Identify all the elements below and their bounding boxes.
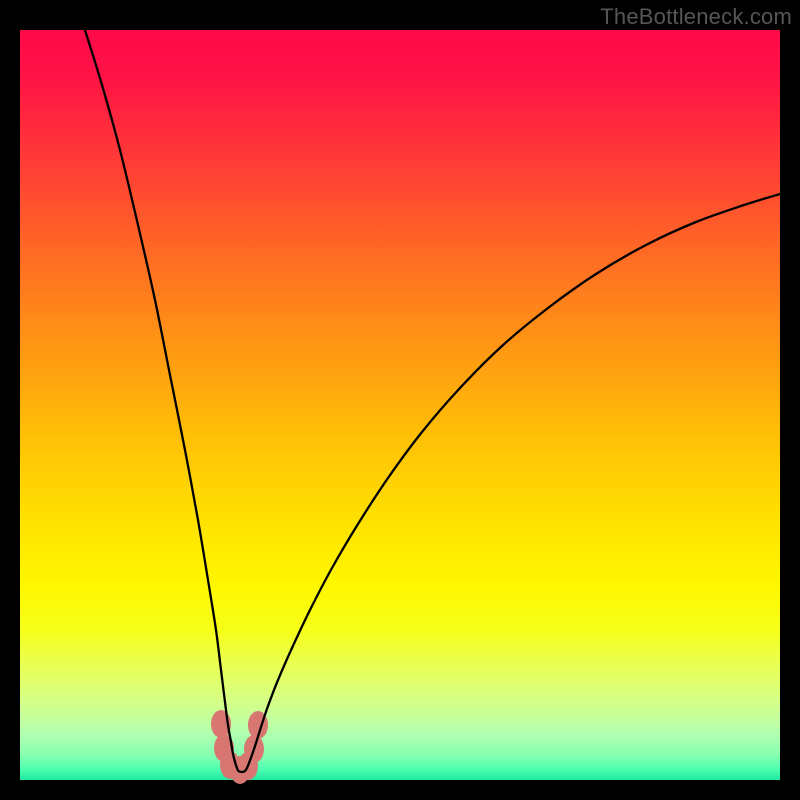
watermark-text: TheBottleneck.com (600, 4, 792, 30)
bottleneck-chart (0, 0, 800, 800)
chart-container: TheBottleneck.com (0, 0, 800, 800)
chart-plot-bg (20, 30, 780, 780)
